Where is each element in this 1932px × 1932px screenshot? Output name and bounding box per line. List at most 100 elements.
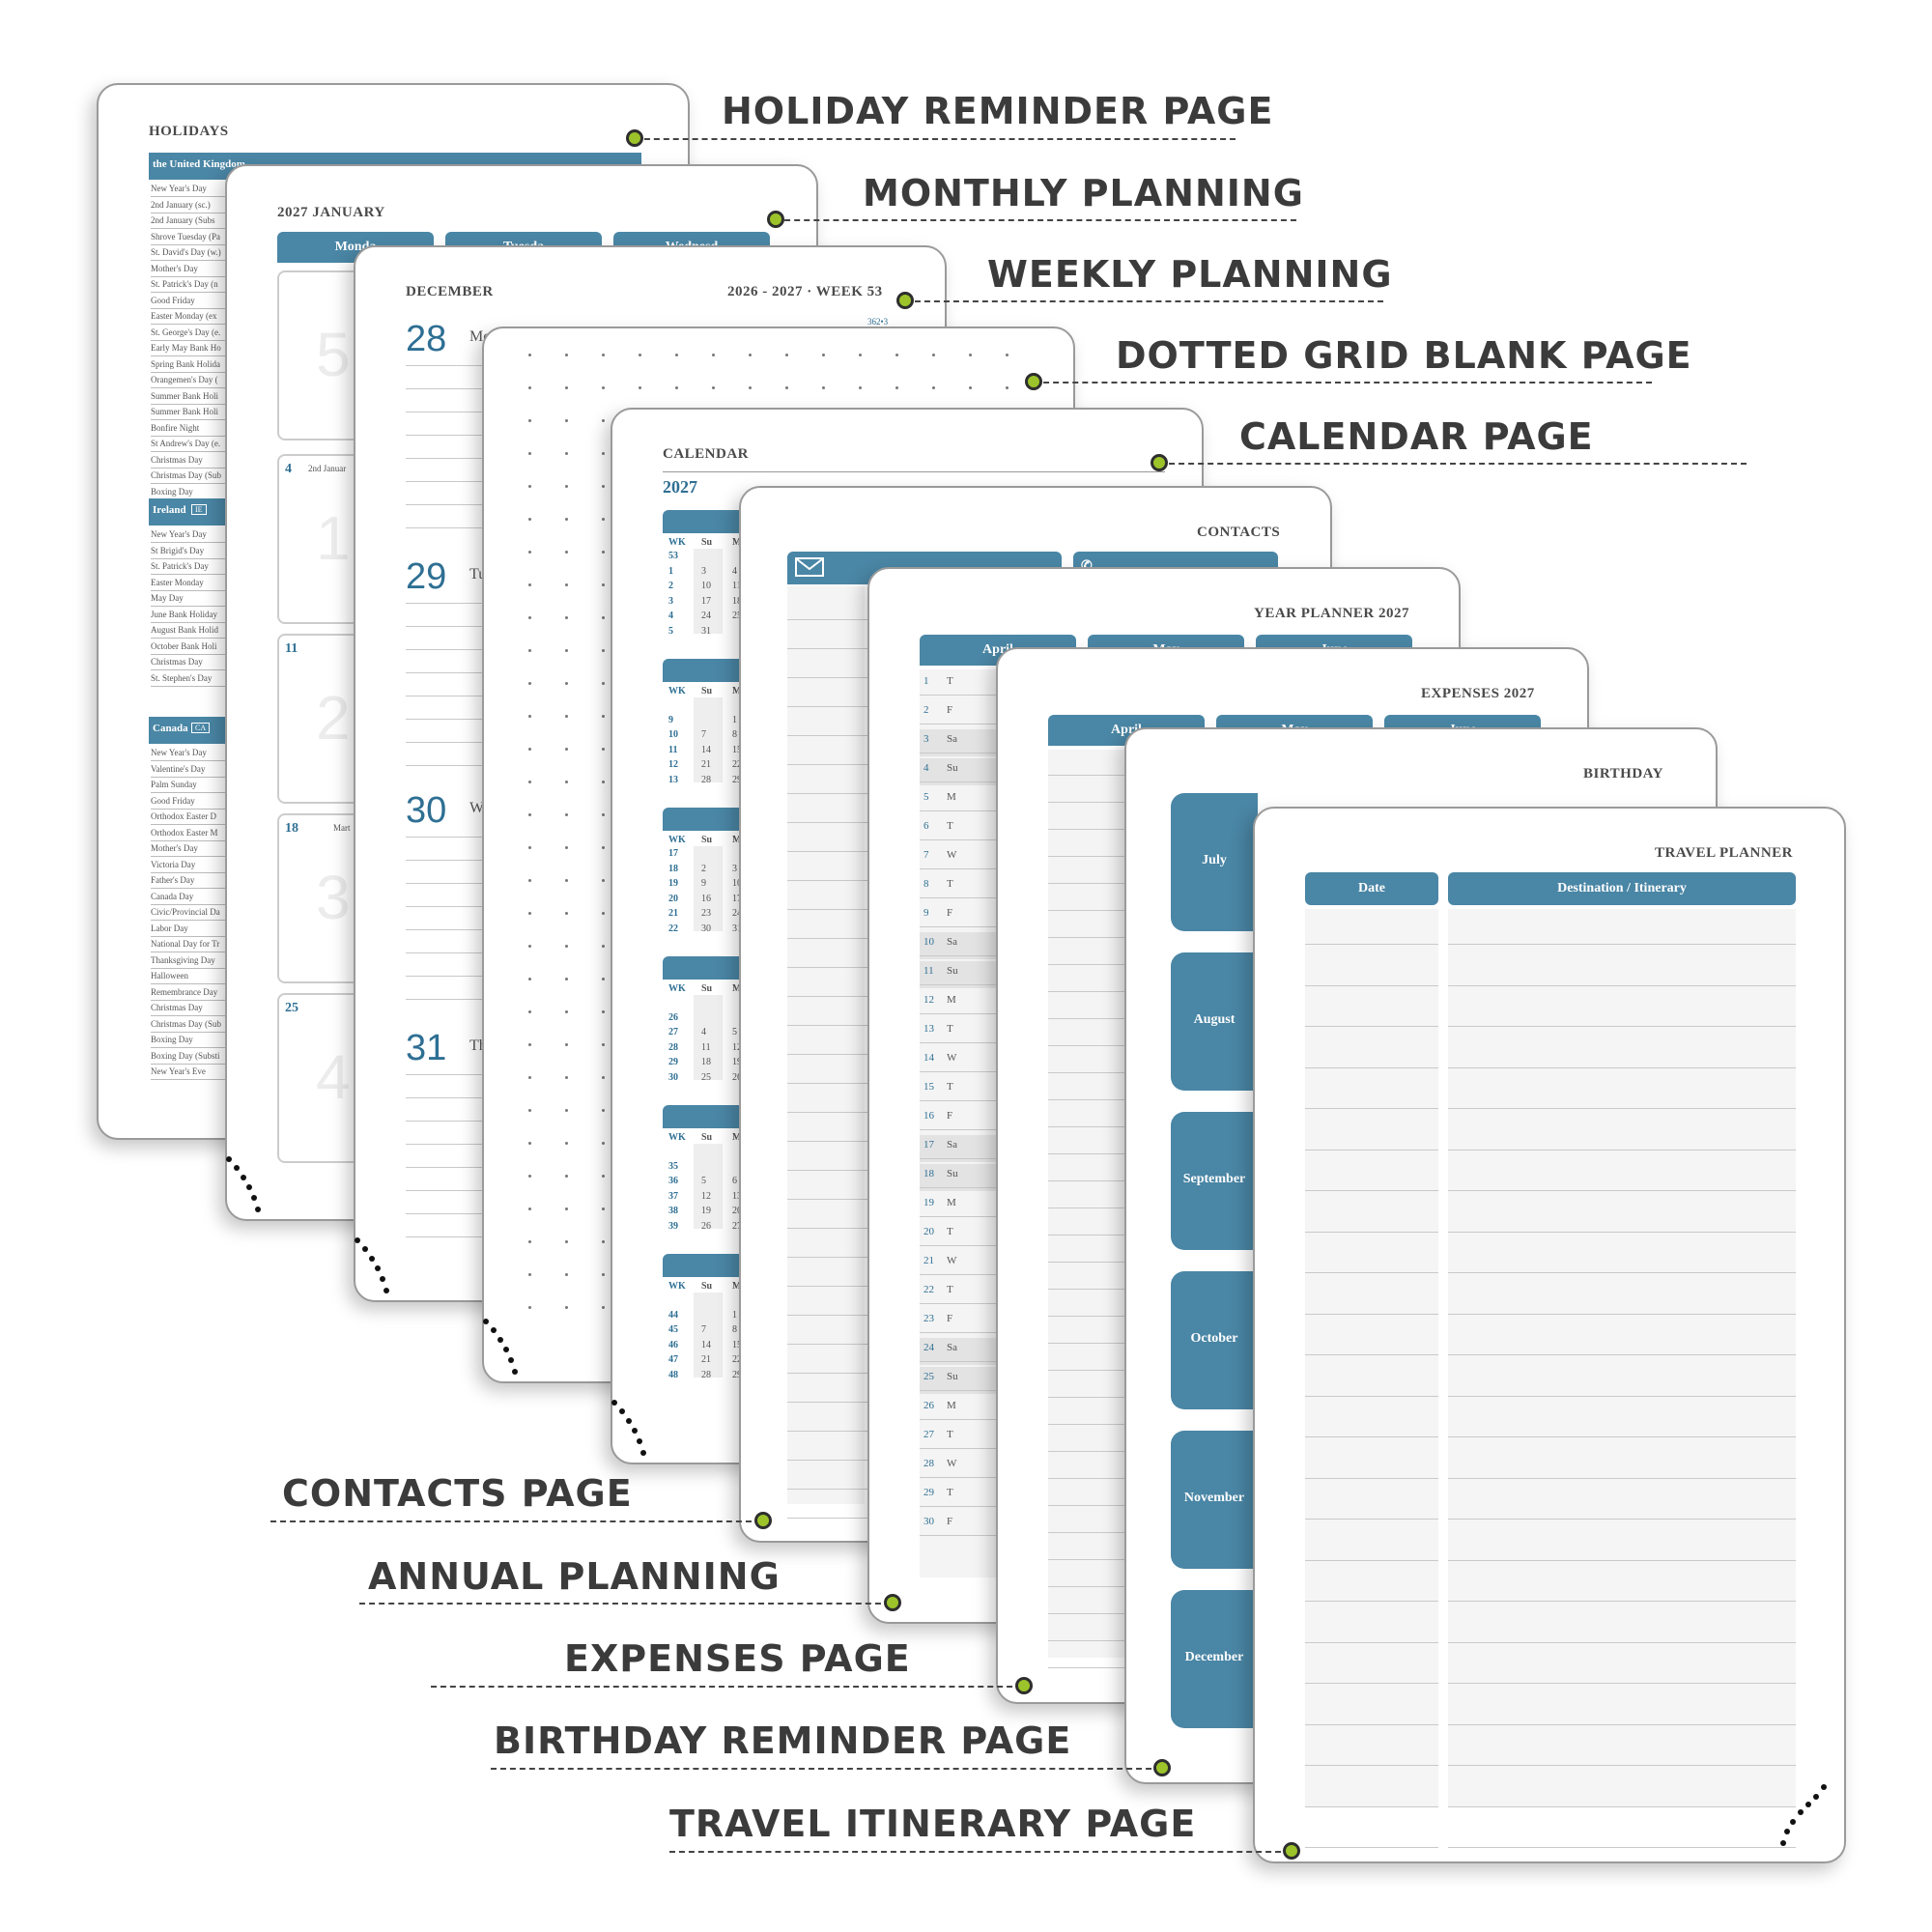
faded-week-number: 3 [316, 863, 351, 932]
day-letter: T [947, 1284, 953, 1295]
grid-dot [602, 1208, 605, 1210]
day-cell: 9 [701, 878, 706, 889]
week-num: 29 [668, 1057, 678, 1067]
holiday-item: Christmas Day [151, 655, 265, 670]
travel-line [1305, 1519, 1438, 1520]
col-label-wk: WK [668, 537, 686, 548]
week-num: 3 [668, 595, 673, 607]
grid-dot [932, 386, 935, 389]
grid-dot [712, 354, 715, 356]
day-cell: 8 [732, 1324, 737, 1335]
grid-dot [602, 354, 605, 356]
day-name: W [469, 800, 485, 816]
col-label-m: M [732, 983, 742, 994]
travel-line [1448, 1436, 1796, 1437]
marker-calendar [1151, 454, 1168, 471]
day-letter: F [947, 1313, 953, 1324]
grid-dot [565, 419, 568, 422]
day-letter: Sa [947, 1342, 957, 1353]
day-num: 19 [923, 1197, 934, 1208]
holiday-item: Easter Monday (ex [151, 309, 265, 325]
week-num: 22 [668, 923, 678, 934]
uk-header-label: the United Kingdom [153, 158, 245, 170]
destination-column-shade [1448, 909, 1796, 1807]
day-num: 1 [923, 675, 929, 687]
binder-hole [640, 1450, 646, 1456]
marker-expenses [1015, 1677, 1033, 1694]
page-title: YEAR PLANNER 2027 [1254, 606, 1410, 621]
binder-hole [246, 1184, 252, 1190]
grid-dot [528, 419, 531, 422]
binder-hole [255, 1207, 261, 1212]
travel-line [1448, 1805, 1796, 1807]
grid-dot [602, 616, 605, 619]
travel-line [1305, 1683, 1438, 1684]
col-label-wk: WK [668, 686, 686, 696]
holiday-item: Mother's Day [151, 262, 265, 277]
weekend-row [920, 932, 997, 959]
weekend-shade [694, 549, 723, 634]
leader-contacts [270, 1520, 761, 1522]
month-tab [1171, 1431, 1258, 1569]
day-letter: Sa [947, 936, 957, 948]
day-num: 4 [923, 762, 929, 774]
day-cell: 26 [732, 1071, 742, 1083]
week-number: 18 [285, 821, 298, 836]
week-num: 39 [668, 1220, 678, 1232]
month-tab-label: August [1193, 1012, 1236, 1027]
day-cell: 4 [701, 1027, 706, 1037]
holiday-item: Halloween [151, 969, 265, 984]
ireland-header-label: Ireland [153, 504, 186, 516]
day-letter: F [947, 704, 953, 716]
day-num: 22 [923, 1284, 934, 1295]
cell-note: Mart [333, 823, 351, 833]
holiday-item: October Bank Holi [151, 639, 265, 655]
col-label-su: Su [701, 835, 713, 845]
travel-line [1305, 1313, 1438, 1315]
phone-icon: ✆ [1081, 552, 1093, 582]
travel-line [1305, 1641, 1438, 1643]
day-cell: 3 [701, 565, 706, 577]
day-num: 15 [923, 1081, 934, 1093]
col-label-su: Su [701, 537, 713, 548]
col-label-m: M [732, 835, 742, 845]
travel-line [1305, 1805, 1438, 1807]
grid-dot [565, 1142, 568, 1145]
day-cell: 10 [732, 878, 742, 889]
holiday-item: Christmas Day (Sub [151, 469, 265, 484]
grid-dot [528, 616, 531, 619]
grid-dot [602, 846, 605, 849]
callout-birthday: BIRTHDAY REMINDER PAGE [494, 1719, 1072, 1762]
holiday-item: New Year's Eve [151, 1065, 265, 1080]
col-label-wk: WK [668, 983, 686, 994]
day-letter: F [947, 907, 953, 919]
grid-dot [565, 386, 568, 389]
grid-dot [565, 1175, 568, 1178]
month-tab [1171, 1112, 1258, 1250]
marker-monthly [767, 211, 784, 228]
day-letter: W [947, 1052, 957, 1064]
day-cell: 1 [732, 714, 737, 725]
travel-planner-page: TRAVEL PLANNER Date Destination / Itiner… [1253, 807, 1846, 1863]
day-cell: 7 [701, 1324, 706, 1335]
grid-dot [565, 781, 568, 783]
leader-monthly [775, 219, 1296, 221]
grid-dot [528, 978, 531, 980]
grid-dot [639, 386, 641, 389]
travel-line [1448, 1519, 1796, 1520]
leader-expenses [431, 1686, 1022, 1688]
binder-hole [491, 1327, 497, 1333]
day-num: 21 [923, 1255, 934, 1266]
leader-birthday [491, 1768, 1161, 1770]
day-cell: 21 [701, 759, 711, 770]
month-tab [1171, 1590, 1258, 1728]
day-cell: 15 [732, 744, 742, 755]
holiday-item: New Year's Day [151, 527, 265, 543]
day-num: 24 [923, 1342, 934, 1353]
day-num: 18 [923, 1168, 934, 1179]
contact-shade [787, 586, 865, 1504]
page-title: CALENDAR [663, 446, 750, 462]
grid-dot [565, 978, 568, 980]
day-cell: 27 [732, 1220, 742, 1232]
grid-dot [528, 912, 531, 915]
